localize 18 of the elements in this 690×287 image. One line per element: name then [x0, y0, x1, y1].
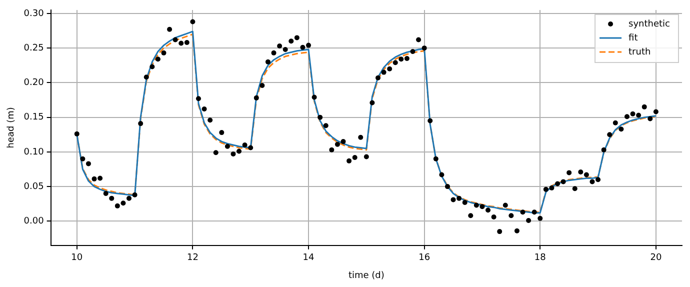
legend-label: synthetic: [628, 19, 670, 30]
x-tick-label: 20: [650, 253, 662, 264]
x-tick-label: 18: [534, 253, 546, 264]
y-tick-label: 0.20: [24, 78, 44, 88]
x-tick-label: 16: [418, 253, 430, 264]
y-tick-label: 0.15: [24, 112, 44, 123]
y-tick-label: 0.10: [24, 147, 44, 158]
y-tick-label: 0.05: [24, 182, 44, 192]
y-tick-label: 0.25: [24, 43, 44, 54]
y-tick-label: 0.00: [24, 216, 44, 227]
legend-label: truth: [628, 47, 651, 58]
x-tick-label: 10: [71, 253, 83, 264]
x-tick-label: 14: [302, 253, 315, 264]
y-tick-label: 0.30: [24, 8, 44, 19]
legend-label: fit: [628, 33, 638, 44]
y-axis-title: head (m): [6, 107, 17, 148]
x-tick-label: 12: [186, 253, 198, 264]
x-axis-title: time (d): [348, 270, 384, 281]
